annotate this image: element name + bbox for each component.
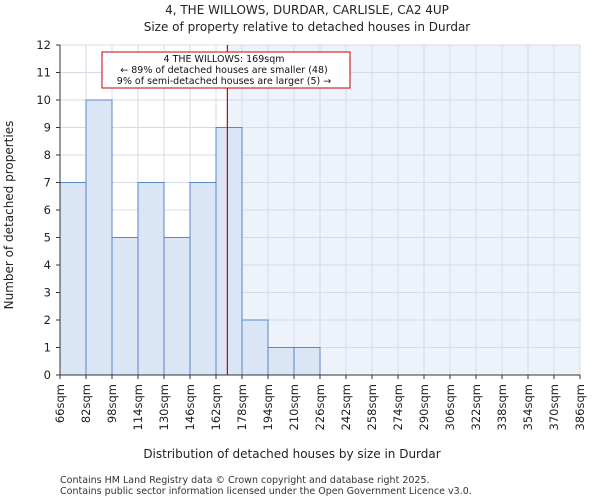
histogram-bar [189, 182, 217, 376]
annotation-line-2: ← 89% of detached houses are smaller (48… [120, 65, 327, 76]
y-tick-label: 4 [44, 258, 51, 272]
histogram-bar [267, 347, 295, 376]
x-tick-label: 146sqm [183, 384, 197, 430]
y-tick-label: 7 [44, 176, 51, 190]
x-tick-label: 242sqm [339, 384, 353, 430]
x-tick-label: 354sqm [521, 384, 535, 430]
y-axis-label: Number of detached properties [2, 121, 16, 310]
annotation-box [101, 51, 351, 89]
x-axis-label: Distribution of detached houses by size … [143, 447, 440, 461]
annotation-line-1: 4 THE WILLOWS: 169sqm [164, 54, 285, 65]
x-tick-label: 258sqm [365, 384, 379, 430]
y-tick-label: 10 [36, 93, 51, 107]
y-tick-label: 3 [44, 286, 51, 300]
footer-line-1: Contains HM Land Registry data © Crown c… [60, 475, 430, 486]
y-tick-label: 6 [44, 203, 51, 217]
x-tick-label: 194sqm [261, 384, 275, 430]
y-tick-label: 11 [36, 66, 51, 80]
histogram-bar [85, 99, 113, 376]
y-tick-label: 2 [44, 313, 51, 327]
x-tick-label: 370sqm [547, 384, 561, 430]
x-tick-label: 114sqm [131, 384, 145, 430]
x-tick-label: 274sqm [391, 384, 405, 430]
x-tick-label: 130sqm [157, 384, 171, 430]
y-tick-label: 5 [44, 231, 51, 245]
x-tick-label: 322sqm [469, 384, 483, 430]
y-tick-label: 1 [44, 341, 51, 355]
y-tick-label: 0 [44, 368, 51, 382]
histogram-bar [215, 127, 243, 376]
histogram-bar [111, 237, 139, 376]
histogram-bar [293, 347, 321, 376]
y-tick-label: 9 [44, 121, 51, 135]
footer-line-2: Contains public sector information licen… [60, 486, 472, 497]
chart-title: 4, THE WILLOWS, DURDAR, CARLISLE, CA2 4U… [165, 3, 449, 17]
x-tick-label: 210sqm [287, 384, 301, 430]
annotation-line-3: 9% of semi-detached houses are larger (5… [117, 76, 331, 87]
y-tick-label: 12 [36, 38, 51, 52]
x-tick-label: 226sqm [313, 384, 327, 430]
x-tick-label: 66sqm [53, 384, 67, 423]
x-tick-label: 386sqm [573, 384, 587, 430]
x-tick-label: 82sqm [79, 384, 93, 423]
y-tick-label: 8 [44, 148, 51, 162]
histogram-bar [241, 319, 269, 376]
x-tick-label: 178sqm [235, 384, 249, 430]
x-tick-label: 290sqm [417, 384, 431, 430]
x-tick-label: 306sqm [443, 384, 457, 430]
x-tick-label: 98sqm [105, 384, 119, 423]
x-tick-label: 338sqm [495, 384, 509, 430]
histogram-bar [137, 182, 165, 376]
x-tick-label: 162sqm [209, 384, 223, 430]
chart-subtitle: Size of property relative to detached ho… [144, 20, 471, 34]
histogram-bar [59, 182, 87, 376]
histogram-bar [163, 237, 191, 376]
